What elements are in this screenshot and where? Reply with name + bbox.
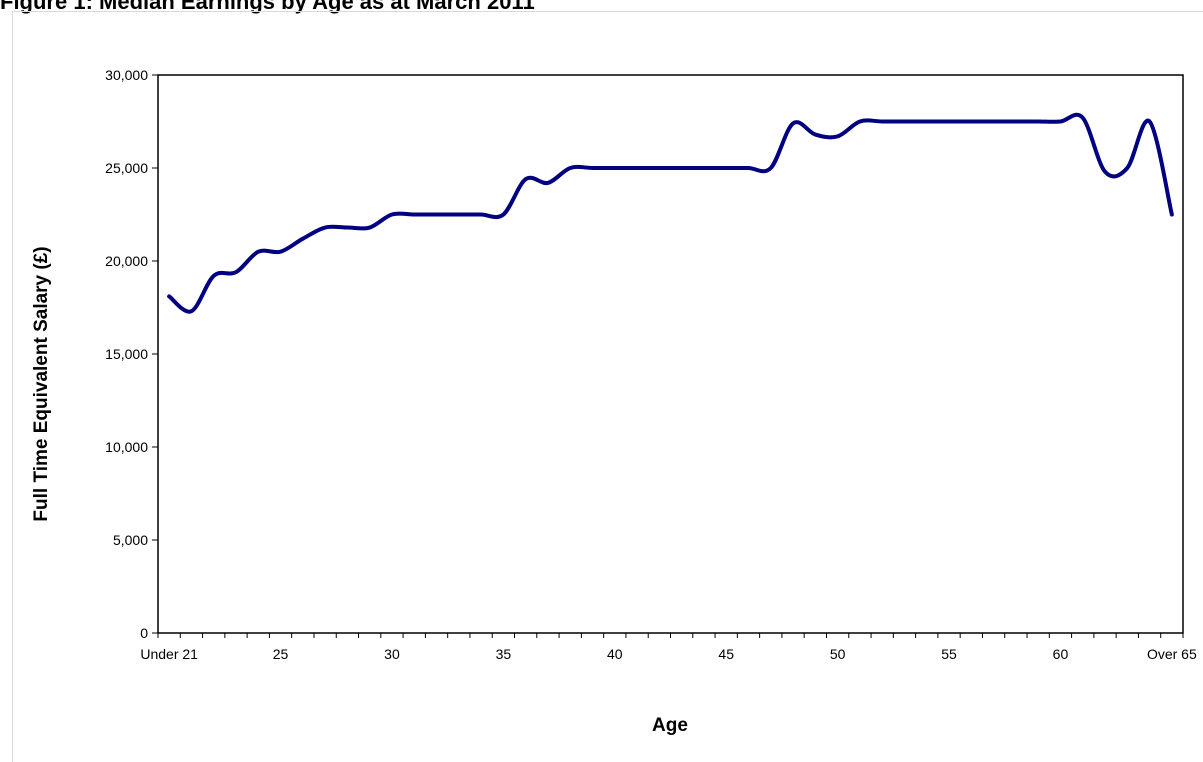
x-axis-title: Age [652,715,688,736]
y-tick-label: 5,000 [113,532,148,548]
x-tick-label: 25 [273,646,289,662]
x-axis: Under 21 25 30 35 40 45 50 55 60 Over 65 [140,633,1197,662]
y-tick-label: 25,000 [105,160,148,176]
x-tick-label: 30 [384,646,400,662]
y-tick-label: 15,000 [105,346,148,362]
x-tick-label: 50 [830,646,846,662]
x-tick-label: 55 [941,646,957,662]
plot-area [157,74,1184,634]
x-tick-label: 35 [496,646,512,662]
chart-frame [12,11,1203,762]
x-tick-label: 45 [718,646,734,662]
y-axis: 0 5,000 10,000 15,000 20,000 25,000 30,000 [105,67,158,641]
x-tick-label: 60 [1053,646,1069,662]
series-line [167,112,1174,314]
y-tick-label: 10,000 [105,439,148,455]
x-tick-label: Over 65 [1147,646,1197,662]
y-axis-title: Full Time Equivalent Salary (£) [31,246,52,521]
x-tick-label: 40 [607,646,623,662]
figure-title: Figure 1: Median Earnings by Age as at M… [0,0,535,14]
y-tick-label: 30,000 [105,67,148,83]
y-tick-label: 0 [140,625,148,641]
y-tick-label: 20,000 [105,253,148,269]
x-tick-label: Under 21 [140,646,198,662]
